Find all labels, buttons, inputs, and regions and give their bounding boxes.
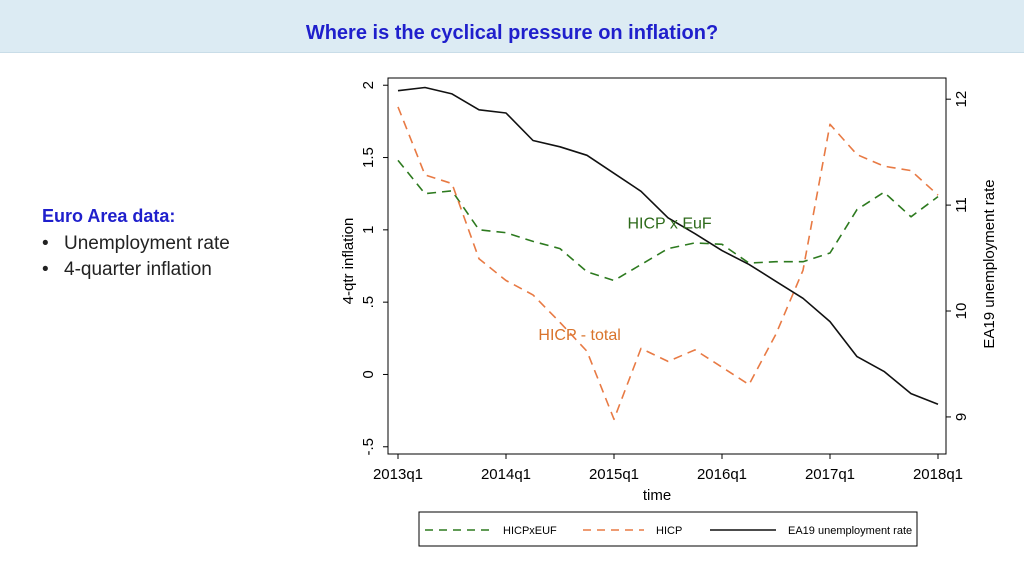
x-tick-label: 2015q1 <box>589 466 639 483</box>
bullet-text: Unemployment rate <box>64 233 230 254</box>
page-title: Where is the cyclical pressure on inflat… <box>305 22 719 44</box>
y-tick-label: .5 <box>360 296 377 309</box>
series-line-hicpxeuf <box>397 159 939 282</box>
y2-tick-label: 10 <box>953 303 970 320</box>
bullet-item: • Unemployment rate <box>42 233 230 255</box>
plot-frame <box>387 77 947 455</box>
legend-label: HICPxEUF <box>503 525 557 537</box>
bullet-text: 4-quarter inflation <box>64 259 212 280</box>
y-tick-label: -.5 <box>360 438 377 456</box>
y-tick-label: 1.5 <box>360 147 377 168</box>
y-axis-label: 4-qtr inflation <box>340 218 357 305</box>
annotations: HICP x EuF HICP - total <box>538 215 711 343</box>
bullet-item: • 4-quarter inflation <box>42 259 230 281</box>
legend-box <box>418 511 918 547</box>
axes: 2013q1 2014q1 2015q1 2016q1 2017q1 2018q1 time… <box>340 81 998 504</box>
legend-label: HICP <box>656 525 682 537</box>
annotation-label: HICP x EuF <box>628 215 712 232</box>
x-tick-label: 2017q1 <box>805 466 855 483</box>
series-line-ea19-unemployment-rate <box>397 86 939 405</box>
x-tick-label: 2013q1 <box>373 466 423 483</box>
sidebar-text: Euro Area data: • Unemployment rate • 4-qu… <box>42 206 230 285</box>
series-lines <box>397 86 939 421</box>
legend-label: EA19 unemployment rate <box>788 525 912 537</box>
bullet-dot: • <box>42 259 49 280</box>
x-tick-label: 2016q1 <box>697 466 747 483</box>
sidebar-heading: Euro Area data: <box>42 206 176 226</box>
y2-tick-label: 9 <box>953 413 970 421</box>
annotation-label: HICP - total <box>538 327 620 344</box>
y2-axis-label: EA19 unemployment rate <box>981 179 998 348</box>
y-tick-label: 2 <box>360 81 377 89</box>
y2-tick-label: 12 <box>953 91 970 108</box>
bullet-dot: • <box>42 233 49 254</box>
x-tick-label: 2018q1 <box>913 466 963 483</box>
y2-tick-label: 11 <box>953 197 970 213</box>
y-tick-label: 0 <box>360 370 377 378</box>
title-bar <box>0 0 1024 53</box>
series-line-hicp <box>397 106 939 421</box>
y-tick-label: 1 <box>360 226 377 234</box>
x-tick-label: 2014q1 <box>481 466 531 483</box>
x-axis-label: time <box>643 487 671 504</box>
